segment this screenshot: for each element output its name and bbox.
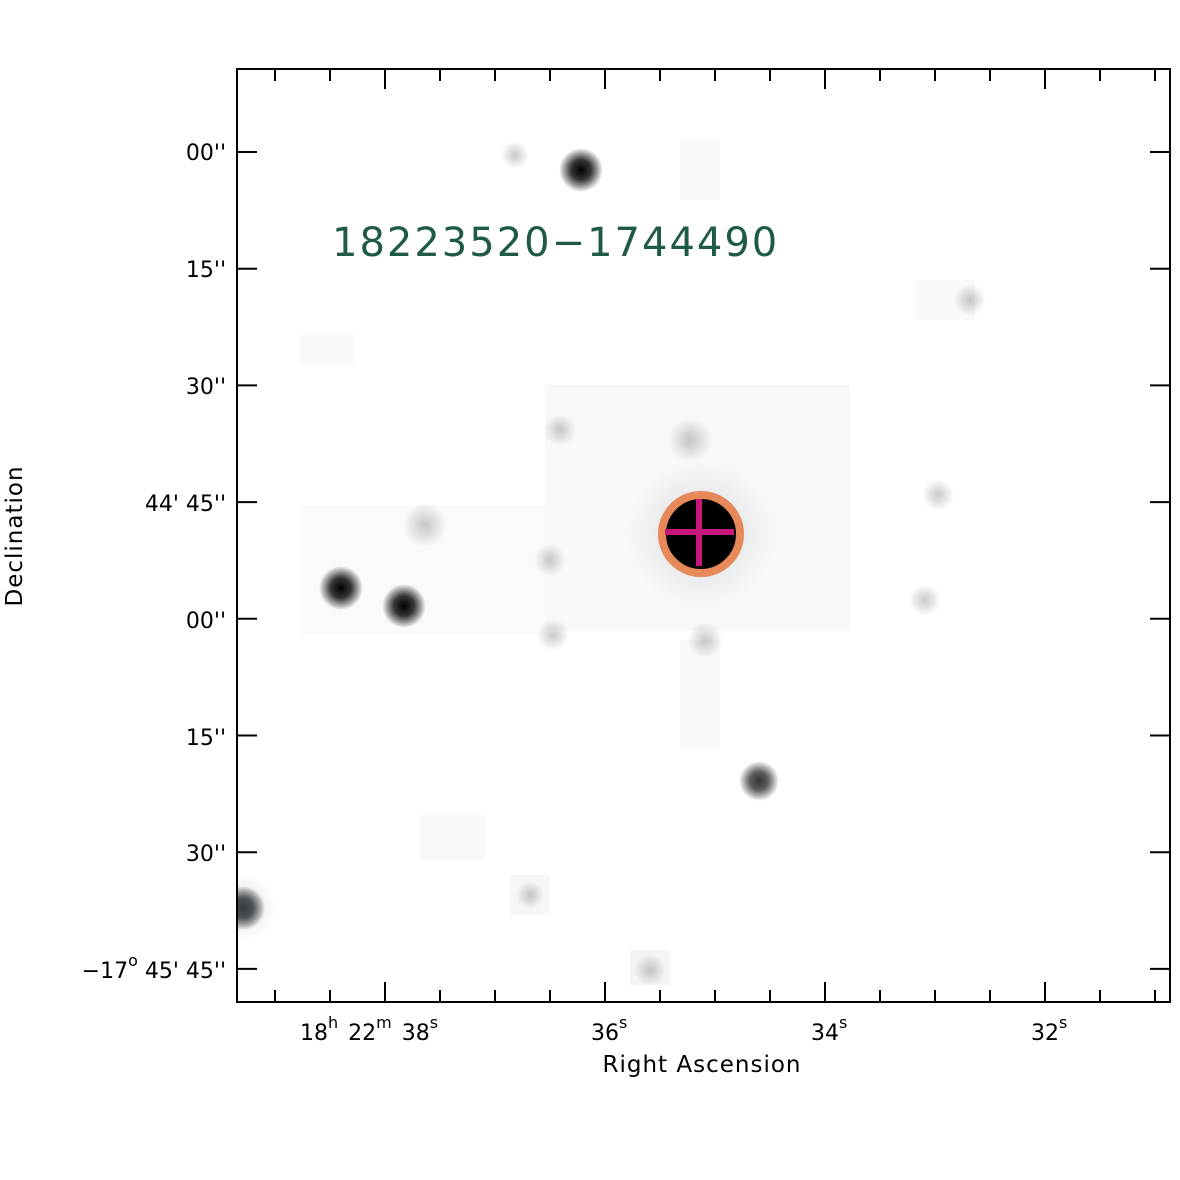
- x-tick-label: 32s: [1031, 1013, 1067, 1046]
- y-tick-labels: 00'' 15'' 30'' 44' 45'' 00'' 15'' 30'' −…: [82, 141, 226, 984]
- y-tick-label: 30'': [186, 375, 226, 400]
- target-circle-marker: [658, 491, 744, 577]
- target-crosshair-marker: [665, 499, 734, 566]
- sky-image: [237, 69, 1170, 1002]
- x-tick-labels: 18h 22m 38s 36s 34s 32s: [300, 1013, 1067, 1046]
- star: [559, 148, 603, 192]
- y-tick-label: 15'': [186, 258, 226, 283]
- star: [319, 566, 363, 610]
- y-tick-label: 00'': [186, 141, 226, 166]
- y-tick-label: −17o 45' 45'': [82, 951, 226, 984]
- plot-frame: [236, 68, 1171, 1003]
- y-tick-label: 15'': [186, 726, 226, 751]
- x-tick-label: 18h 22m 38s: [300, 1013, 438, 1046]
- x-tick-label: 34s: [811, 1013, 847, 1046]
- y-tick-label: 30'': [186, 842, 226, 867]
- x-axis-title: Right Ascension: [603, 1052, 802, 1078]
- star: [739, 761, 779, 801]
- y-tick-label: 00'': [186, 609, 226, 634]
- y-tick-label: 44' 45'': [145, 492, 226, 517]
- x-tick-label: 36s: [591, 1013, 627, 1046]
- star: [382, 584, 426, 628]
- y-axis-title: Declination: [2, 465, 28, 606]
- source-name-label: 18223520−1744490: [332, 220, 779, 266]
- axis-ticks: [237, 69, 1170, 1002]
